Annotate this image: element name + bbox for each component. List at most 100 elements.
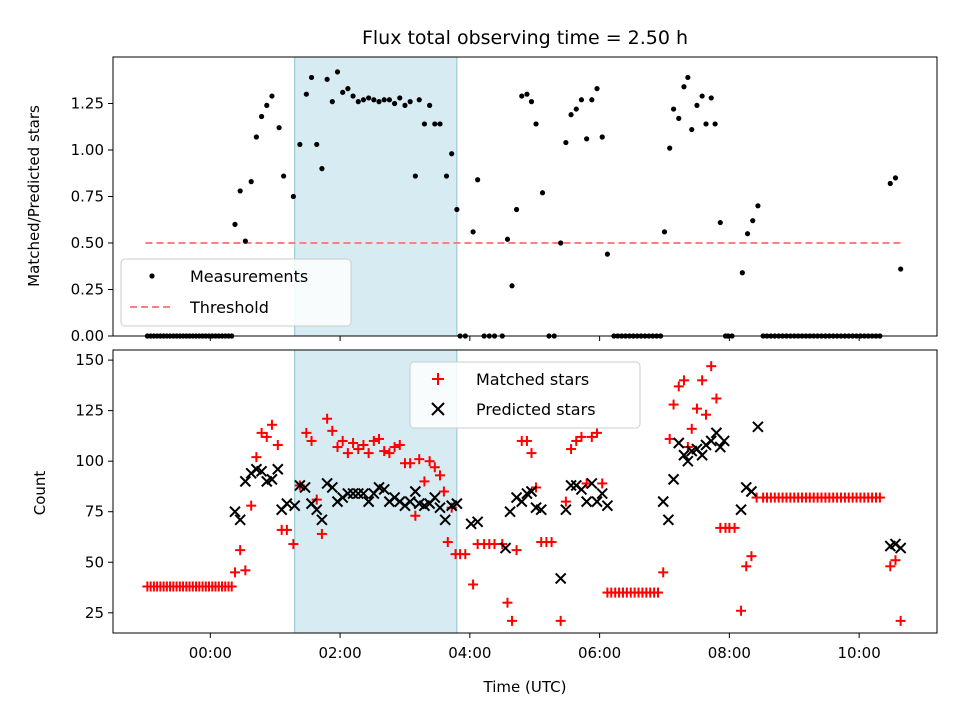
matched-star-point bbox=[653, 587, 664, 598]
legend-measurements-marker bbox=[149, 273, 155, 279]
predicted-star-point bbox=[565, 479, 577, 492]
measurement-point bbox=[470, 229, 476, 235]
predicted-star-point bbox=[326, 481, 339, 494]
measurement-point bbox=[355, 99, 361, 105]
predicted-star-point bbox=[682, 455, 694, 467]
predicted-star-point bbox=[580, 495, 593, 508]
measurement-point bbox=[371, 97, 377, 103]
measurement-point bbox=[604, 251, 611, 257]
measurement-point bbox=[242, 238, 248, 244]
measurement-point bbox=[524, 91, 530, 97]
measurement-point bbox=[699, 93, 705, 99]
predicted-star-point bbox=[451, 497, 463, 510]
predicted-star-point bbox=[745, 485, 758, 498]
matched-star-point bbox=[348, 437, 359, 448]
matched-star-point bbox=[560, 496, 571, 507]
measurement-point bbox=[391, 100, 398, 107]
predicted-star-point bbox=[316, 514, 328, 526]
measurement-point bbox=[340, 89, 346, 95]
top-y-axis-label: Matched/Predicted stars bbox=[25, 105, 43, 287]
measurement-point bbox=[421, 121, 428, 127]
matched-star-point bbox=[678, 375, 689, 386]
measurement-point bbox=[744, 231, 751, 237]
bottom-legend: Matched stars Predicted stars bbox=[409, 361, 641, 429]
bottom-legend-box bbox=[409, 361, 641, 429]
measurement-point bbox=[314, 141, 320, 148]
chart-title: Flux total observing time = 2.50 h bbox=[362, 27, 688, 49]
measurement-point bbox=[504, 236, 511, 242]
measurement-point bbox=[676, 115, 682, 121]
matched-star-point bbox=[316, 528, 327, 539]
measurement-point bbox=[599, 134, 605, 140]
matched-star-point bbox=[874, 492, 885, 503]
measurement-point bbox=[381, 97, 387, 103]
measurement-point bbox=[509, 283, 515, 289]
matched-star-point bbox=[673, 381, 684, 392]
bottom-axes-frame bbox=[112, 349, 938, 634]
measurement-point bbox=[248, 179, 254, 185]
legend-matched-marker bbox=[432, 373, 444, 385]
matched-star-point bbox=[890, 555, 901, 566]
predicted-star-point bbox=[678, 449, 690, 461]
measurement-point bbox=[750, 218, 756, 224]
matched-star-point bbox=[885, 561, 896, 572]
matched-star-point bbox=[322, 413, 333, 424]
measurement-point bbox=[449, 151, 455, 157]
legend-predicted-label: Predicted stars bbox=[476, 400, 596, 419]
measurement-point bbox=[281, 173, 287, 179]
predicted-star-point bbox=[601, 499, 614, 512]
measurement-point bbox=[898, 266, 904, 272]
predicted-star-point bbox=[234, 514, 246, 526]
predicted-star-point bbox=[575, 483, 588, 496]
predicted-star-point bbox=[525, 485, 538, 498]
matched-star-point bbox=[342, 448, 353, 459]
predicted-star-point bbox=[266, 473, 278, 486]
measurement-point bbox=[703, 121, 709, 127]
y-tick-label: 50 bbox=[85, 553, 104, 571]
matched-star-point bbox=[288, 539, 299, 550]
matched-star-point bbox=[414, 454, 425, 465]
measurement-point bbox=[308, 74, 315, 81]
y-tick-label: 1.25 bbox=[71, 95, 104, 113]
predicted-stars-points bbox=[229, 421, 907, 585]
matched-star-point bbox=[442, 537, 453, 548]
matched-star-point bbox=[272, 440, 283, 451]
measurement-point bbox=[717, 219, 723, 226]
predicted-star-point bbox=[352, 487, 364, 500]
predicted-star-point bbox=[718, 435, 730, 447]
measurement-point bbox=[584, 136, 590, 142]
matched-star-point bbox=[571, 435, 582, 446]
predicted-star-point bbox=[554, 572, 567, 585]
predicted-star-point bbox=[288, 499, 301, 512]
measurement-point bbox=[376, 99, 382, 105]
matched-star-point bbox=[301, 427, 312, 438]
measurement-point bbox=[887, 180, 893, 187]
matched-star-point bbox=[586, 431, 597, 442]
measurement-point bbox=[685, 74, 691, 81]
measurement-point bbox=[533, 121, 539, 127]
matched-star-point bbox=[306, 435, 317, 446]
measurement-point bbox=[712, 121, 718, 127]
y-tick-label: 125 bbox=[75, 402, 104, 420]
matched-star-point bbox=[251, 452, 262, 463]
measurement-point bbox=[407, 99, 413, 105]
top-y-ticks: 0.00 0.25 0.50 0.75 1.00 1.25 bbox=[71, 57, 458, 345]
matched-star-point bbox=[363, 448, 374, 459]
matched-star-point bbox=[332, 442, 343, 453]
matched-star-point bbox=[394, 440, 405, 451]
measurement-point bbox=[297, 141, 303, 148]
matched-star-point bbox=[566, 444, 577, 455]
matched-star-point bbox=[374, 433, 385, 444]
matched-star-point bbox=[226, 581, 237, 592]
matched-star-point bbox=[266, 419, 277, 430]
measurement-point bbox=[319, 166, 325, 172]
matched-star-point bbox=[507, 615, 518, 626]
matched-star-point bbox=[435, 470, 446, 481]
matched-star-point bbox=[358, 440, 369, 451]
measurement-point bbox=[269, 93, 275, 99]
matched-star-point bbox=[736, 605, 747, 616]
predicted-star-point bbox=[471, 516, 484, 528]
matched-star-point bbox=[658, 567, 669, 578]
x-tick-label: 10:00 bbox=[838, 644, 881, 662]
